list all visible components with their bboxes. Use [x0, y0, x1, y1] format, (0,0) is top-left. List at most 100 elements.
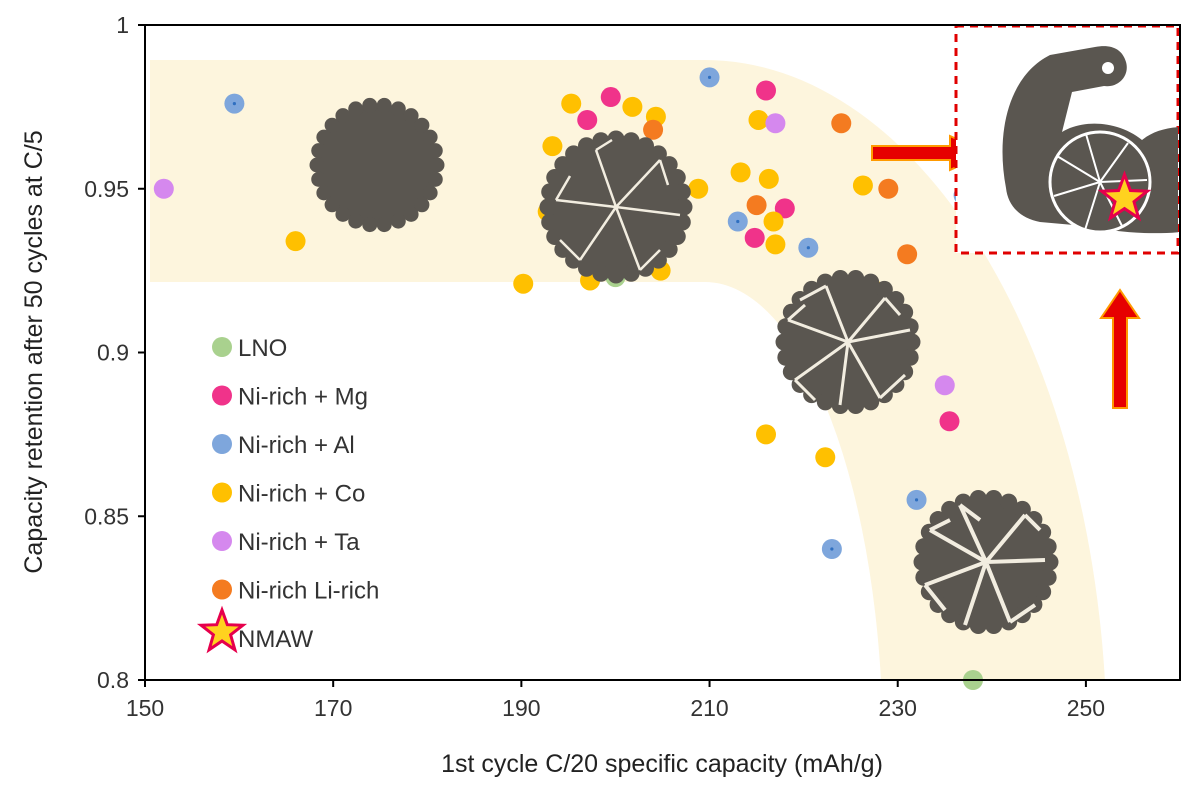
particle-scallop	[847, 397, 865, 415]
particle-scallop	[816, 273, 834, 291]
particle-scallop	[403, 108, 419, 124]
legend-label-ni-rich-al: Ni-rich + Al	[238, 432, 355, 459]
particle-scallop	[622, 264, 640, 282]
particle-scallop	[427, 171, 443, 187]
particle-scallop	[941, 500, 959, 518]
particle-scallop	[775, 333, 793, 351]
legend-marker-lno	[212, 337, 232, 357]
particle-scallop	[577, 259, 595, 277]
particle-scallop	[546, 228, 564, 246]
legend-label-nmaw: NMAW	[238, 626, 313, 653]
pristine-particle-illustration	[309, 97, 445, 233]
particle-scallop	[403, 206, 419, 222]
y-tick-label: 0.85	[84, 503, 129, 529]
particle-scallop	[565, 251, 583, 269]
strong-arm-inset	[954, 24, 1180, 255]
data-point-ni-rich-ta	[934, 375, 955, 396]
particle-scallop	[311, 171, 327, 187]
legend-label-ni-rich-li-rich: Ni-rich Li-rich	[238, 578, 379, 605]
particle-scallop	[390, 213, 406, 229]
particle-scallop	[637, 259, 655, 277]
particle-scallop	[777, 348, 795, 366]
data-point-ni-rich-co	[756, 424, 776, 445]
nmaw-star-point	[1097, 170, 1152, 222]
particle-scallop	[539, 198, 557, 216]
particle-scallop	[577, 137, 595, 155]
data-point-ni-rich-mg	[600, 87, 621, 108]
particle-scallop	[622, 132, 640, 150]
particle-scallop	[1041, 553, 1059, 571]
particle-scallop	[668, 228, 686, 246]
particle-scallop	[607, 266, 625, 284]
particle-scallop	[913, 553, 931, 571]
data-point-dot	[914, 498, 919, 502]
particle-scallop	[1025, 511, 1043, 529]
particle-scallop	[316, 129, 332, 145]
x-tick-label: 230	[879, 695, 917, 721]
data-point-dot	[736, 219, 740, 224]
y-tick-label: 0.8	[97, 667, 129, 693]
particle-scallop	[862, 273, 880, 291]
particle-scallop	[637, 137, 655, 155]
data-point-ni-rich-co	[758, 168, 779, 189]
particle-scallop	[422, 185, 438, 201]
particle-scallop	[915, 538, 933, 556]
data-point-ni-rich-co	[815, 447, 836, 468]
particle-scallop	[324, 197, 340, 213]
data-point-ni-rich-mg	[744, 227, 765, 248]
particle-scallop	[1013, 500, 1031, 518]
particle-scallop	[554, 240, 572, 258]
data-point-ni-rich-li-rich	[643, 119, 664, 140]
particle-scallop	[348, 101, 364, 117]
data-point-dot	[830, 547, 834, 551]
particle-scallop	[541, 213, 559, 231]
data-point-ni-rich-co	[763, 211, 784, 232]
particle-scallop	[316, 185, 332, 201]
particle-scallop	[1034, 583, 1052, 601]
x-tick-label: 210	[690, 695, 728, 721]
particle-illustrations	[309, 97, 1059, 635]
particle-scallop	[875, 280, 893, 298]
data-point-ni-rich-co	[688, 178, 709, 199]
data-point-ni-rich-co	[622, 96, 643, 117]
data-point-ni-rich-mg	[577, 109, 598, 130]
particle-scallop	[985, 489, 1003, 507]
particle-scallop	[782, 303, 800, 321]
particle-scallop	[896, 303, 914, 321]
particle-scallop	[649, 145, 667, 163]
arrow-up	[1099, 288, 1141, 409]
data-point-ni-rich-co	[852, 175, 873, 196]
particle-scallop	[969, 489, 987, 507]
particle-scallop	[903, 333, 921, 351]
legend: LNO Ni-rich + Mg Ni-rich + Al Ni-rich + Co N…	[196, 335, 379, 654]
particle-scallop	[362, 97, 378, 113]
particle-scallop	[782, 363, 800, 381]
particle-scallop	[390, 101, 406, 117]
particle-scallop	[915, 568, 933, 586]
legend-label-ni-rich-ta: Ni-rich + Ta	[238, 529, 360, 556]
particle-scallop	[335, 108, 351, 124]
particle-scallop	[546, 168, 564, 186]
particle-scallop	[985, 617, 1003, 635]
particle-scallop	[660, 156, 678, 174]
particle-scallop	[414, 197, 430, 213]
particle-scallop	[592, 264, 610, 282]
data-point-ni-rich-mg	[756, 80, 776, 101]
particle-scallop	[673, 213, 691, 231]
particle-scallop	[847, 269, 865, 287]
particle-scallop	[362, 217, 378, 233]
x-tick-label: 250	[1067, 695, 1105, 721]
x-axis-ticks: 150 170 190 210 230 250	[126, 680, 1105, 721]
y-axis-title: Capacity retention after 50 cycles at C/…	[20, 130, 48, 573]
data-point-ni-rich-li-rich	[831, 113, 852, 134]
particle-scallop	[777, 318, 795, 336]
particle-scallop	[969, 617, 987, 635]
particle-scallop	[348, 213, 364, 229]
particle-scallop	[896, 363, 914, 381]
data-point-ni-rich-li-rich	[746, 195, 767, 216]
legend-marker-ni-rich-mg	[212, 385, 232, 406]
data-point-dot	[806, 246, 810, 250]
data-point-ni-rich-co	[765, 234, 786, 255]
y-tick-label: 1	[116, 12, 129, 38]
